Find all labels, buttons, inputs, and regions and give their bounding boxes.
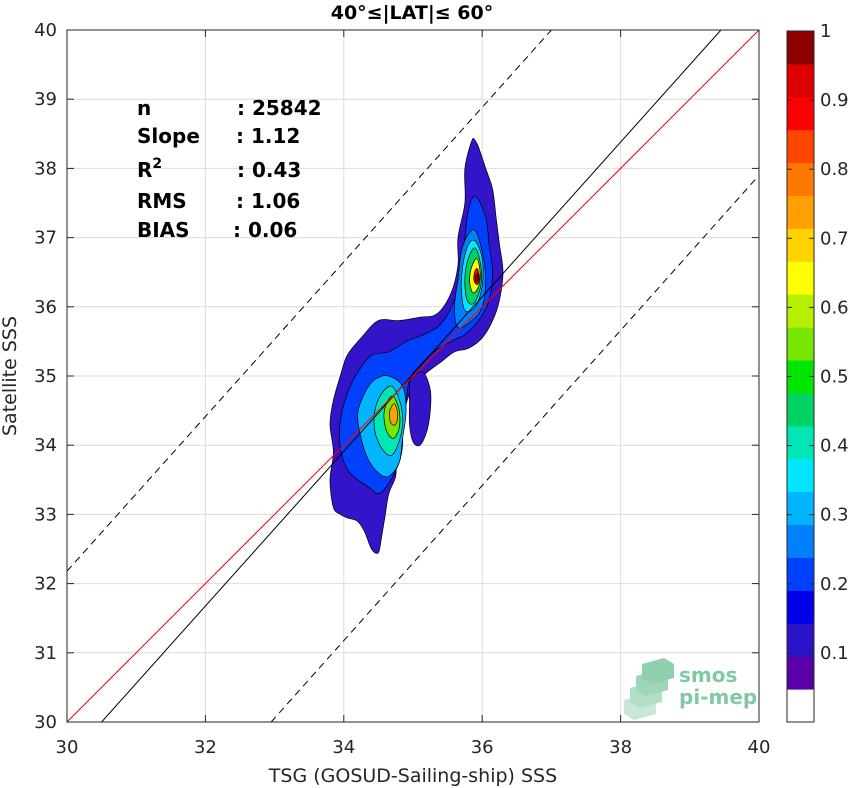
x-axis-title: TSG (GOSUD-Sailing-ship) SSS <box>268 765 557 787</box>
stat-label: n <box>137 96 151 120</box>
y-tick-label: 38 <box>34 158 57 179</box>
colorbar-level <box>787 294 814 328</box>
colorbar-level <box>787 327 814 361</box>
colorbar-tick-label: 1 <box>820 21 831 42</box>
colorbar-level <box>787 162 814 197</box>
colorbar-level <box>787 392 814 427</box>
y-tick-label: 31 <box>34 643 57 664</box>
y-tick-label: 37 <box>34 228 57 249</box>
colorbar-level <box>787 656 814 690</box>
stat-value: : 1.12 <box>236 124 300 148</box>
colorbar-tick-label: 0.7 <box>820 228 849 249</box>
logo-mark-icon <box>624 658 674 720</box>
colorbar-level <box>787 689 814 723</box>
colorbar-level <box>787 261 814 295</box>
colorbar-level <box>787 129 814 164</box>
colorbar-level <box>787 524 814 558</box>
density-contours <box>329 138 504 554</box>
density-contour <box>408 371 432 447</box>
one-to-one-line <box>67 30 759 722</box>
colorbar-level <box>787 590 814 624</box>
colorbar-level <box>787 491 814 526</box>
x-axis: 30 32 34 36 38 40 <box>56 30 771 758</box>
colorbar-tick-label: 0.9 <box>820 90 849 111</box>
x-tick-label: 40 <box>748 737 771 758</box>
stat-value: : 0.43 <box>237 158 301 182</box>
stat-value: : 1.06 <box>236 189 300 213</box>
colorbar-tick-label: 0.6 <box>820 297 849 318</box>
colorbar-tick-label: 0.8 <box>820 159 849 180</box>
colorbar-tick-label: 0.3 <box>820 505 849 526</box>
colorbar-level <box>787 31 814 65</box>
x-tick-label: 38 <box>609 737 632 758</box>
colorbar-level <box>787 557 814 591</box>
y-axis: 30 31 32 33 34 35 36 37 38 39 40 <box>34 20 759 733</box>
logo-line-2: pi-mep <box>679 685 757 709</box>
y-tick-label: 40 <box>34 20 57 41</box>
stat-label: Slope <box>137 124 200 148</box>
colorbar-level <box>787 96 814 131</box>
x-tick-label: 36 <box>471 737 494 758</box>
colorbar-tick-label: 0.5 <box>820 367 849 388</box>
x-tick-label: 30 <box>56 737 79 758</box>
upper-bound-line <box>67 30 552 572</box>
y-tick-label: 39 <box>34 89 57 110</box>
colorbar-level <box>787 63 814 98</box>
colorbar-level <box>787 195 814 229</box>
colorbar-tick-label: 0.4 <box>820 436 849 457</box>
density-contour <box>388 403 399 426</box>
stat-label: BIAS <box>137 218 190 242</box>
x-tick-label: 32 <box>194 737 217 758</box>
colorbar-tick-label: 0.1 <box>820 643 849 664</box>
stat-label: RMS <box>137 189 187 213</box>
stat-value: : 25842 <box>237 96 322 120</box>
x-tick-label: 34 <box>332 737 355 758</box>
y-tick-label: 34 <box>34 435 57 456</box>
logo-line-1: smos <box>679 663 737 687</box>
y-axis-title: Satellite SSS <box>0 316 21 436</box>
grid <box>66 29 760 723</box>
colorbar: 0.1 0.2 0.3 0.4 0.5 0.6 0.7 0.8 0.9 1 <box>786 21 849 723</box>
colorbar-level <box>787 425 814 460</box>
smos-pi-mep-logo: smos pi-mep <box>624 658 757 720</box>
lower-bound-line <box>270 174 759 722</box>
y-tick-label: 30 <box>34 712 57 733</box>
reference-lines <box>67 30 759 722</box>
colorbar-level <box>787 458 814 493</box>
y-tick-label: 32 <box>34 574 57 595</box>
regression-line <box>101 30 722 722</box>
y-tick-label: 33 <box>34 504 57 525</box>
y-tick-label: 35 <box>34 366 57 387</box>
stat-value: : 0.06 <box>233 218 297 242</box>
chart-title: 40°≤|LAT|≤ 60° <box>331 2 494 24</box>
colorbar-level <box>787 228 814 262</box>
colorbar-level <box>787 623 814 657</box>
y-tick-label: 36 <box>34 297 57 318</box>
density-contour <box>474 273 480 283</box>
colorbar-tick-label: 0.2 <box>820 574 849 595</box>
